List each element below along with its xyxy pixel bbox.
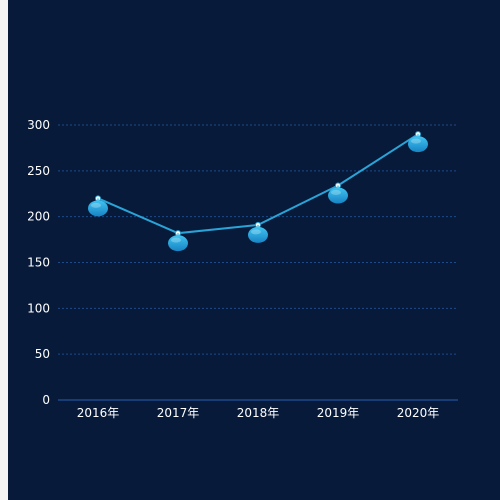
balloon-marker	[248, 226, 268, 243]
marker-highlight	[411, 138, 421, 144]
y-tick-label: 250	[27, 164, 50, 178]
x-tick-label: 2017年	[157, 406, 200, 420]
y-tick-label: 300	[27, 118, 50, 132]
x-tick-label: 2019年	[317, 406, 360, 420]
balloon-marker	[328, 187, 348, 204]
gridlines	[58, 124, 458, 355]
x-tick-label: 2020年	[397, 406, 440, 420]
data-point[interactable]	[168, 230, 188, 252]
y-tick-label: 200	[27, 210, 50, 224]
marker-highlight	[331, 190, 341, 195]
x-tick-label: 2018年	[237, 406, 280, 420]
data-point[interactable]	[248, 221, 268, 243]
y-tick-label: 50	[35, 347, 50, 361]
data-point[interactable]	[88, 195, 108, 217]
balloon-marker	[168, 235, 188, 252]
x-axis: 2016年 2017年 2018年 2019年 2020年	[58, 399, 458, 420]
marker-highlight	[91, 202, 101, 208]
y-tick-label: 0	[42, 393, 50, 407]
balloon-marker	[408, 136, 428, 153]
marker-highlight	[251, 229, 261, 235]
y-tick-label: 150	[27, 256, 50, 270]
x-tick-label: 2016年	[77, 406, 120, 420]
data-markers	[88, 131, 428, 252]
y-tick-label: 100	[27, 301, 50, 315]
data-point[interactable]	[328, 182, 348, 204]
balloon-marker	[88, 200, 108, 217]
series-line	[97, 133, 419, 235]
chart-panel: 0 50 100 150 200 250 300 2016年 2017年 2018年 2019年 2…	[8, 0, 500, 500]
data-point[interactable]	[408, 131, 428, 153]
y-axis: 0 50 100 150 200 250 300	[27, 118, 50, 407]
series-line-group	[97, 133, 419, 235]
marker-highlight	[171, 237, 181, 243]
